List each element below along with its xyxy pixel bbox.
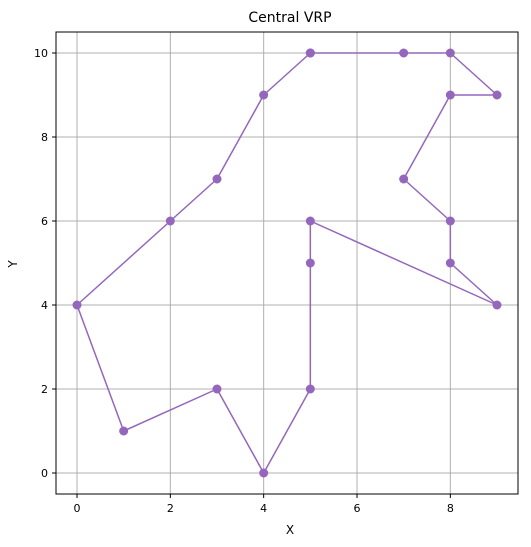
route-point: [445, 48, 455, 58]
y-tick-label: 4: [41, 299, 48, 312]
x-tick-label: 0: [74, 502, 81, 515]
route-point: [119, 426, 129, 436]
y-tick-label: 10: [34, 47, 48, 60]
y-tick-label: 6: [41, 215, 48, 228]
x-tick-label: 6: [354, 502, 361, 515]
route-point: [399, 174, 409, 184]
route-point: [212, 384, 222, 394]
x-tick-label: 2: [167, 502, 174, 515]
route-point: [259, 468, 269, 478]
route-point: [305, 384, 315, 394]
route-point: [72, 300, 82, 310]
route-point: [492, 300, 502, 310]
route-point: [399, 48, 409, 58]
route-point: [305, 48, 315, 58]
route-point: [445, 90, 455, 100]
y-tick-label: 2: [41, 383, 48, 396]
route-point: [305, 258, 315, 268]
route-point: [492, 90, 502, 100]
route-point: [445, 216, 455, 226]
route-series: [72, 48, 502, 478]
y-tick-label: 0: [41, 467, 48, 480]
route-point: [305, 216, 315, 226]
x-axis-label: X: [286, 523, 294, 537]
y-tick-label: 8: [41, 131, 48, 144]
y-axis-label: Y: [6, 260, 20, 269]
route-point: [165, 216, 175, 226]
x-tick-label: 4: [260, 502, 267, 515]
x-tick-label: 8: [447, 502, 454, 515]
axes: 0 2 4 6 8 0 2 4 6 8 10: [34, 31, 519, 515]
route-point: [212, 174, 222, 184]
plot-frame: [55, 31, 519, 495]
route-point: [259, 90, 269, 100]
chart-title: Central VRP: [248, 10, 331, 26]
route-point: [445, 258, 455, 268]
route-line: [76, 52, 498, 474]
